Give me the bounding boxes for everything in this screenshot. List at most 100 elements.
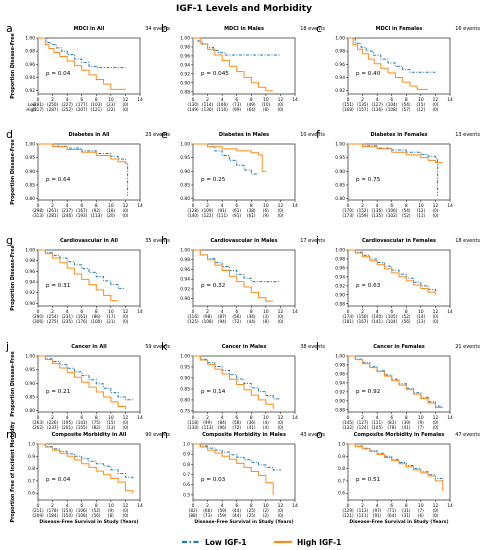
x-tick-label: 6 <box>235 503 238 509</box>
series-high-igf1-line <box>348 443 444 491</box>
risk-count-high: (275) <box>47 319 59 324</box>
x-tick-label: 0 <box>192 503 195 509</box>
risk-count-low: (177) <box>76 102 88 107</box>
risk-count-high: (21) <box>107 319 116 324</box>
x-tick-label: 8 <box>95 309 98 315</box>
x-tick-label: 6 <box>390 309 393 315</box>
risk-count-high: (2) <box>263 513 269 518</box>
y-tick-label: 1.00 <box>180 36 190 42</box>
x-tick-label: 2 <box>51 309 54 315</box>
y-tick-label: 1.00 <box>25 142 35 148</box>
risk-count-low: (9) <box>108 508 114 513</box>
x-tick-label: 14 <box>292 203 298 209</box>
risk-count-high: (157) <box>357 107 369 112</box>
x-tick-label: 12 <box>278 309 284 315</box>
risk-count-high: (52) <box>402 213 411 218</box>
x-tick-label: 8 <box>95 203 98 209</box>
series-high-igf1-line <box>38 355 126 410</box>
risk-count-high: (252) <box>62 107 74 112</box>
p-value: p = 0.03 <box>201 477 226 483</box>
y-tick-label: 0.75 <box>180 408 190 414</box>
risk-count-high: (235) <box>62 319 74 324</box>
panel-letter: h <box>161 234 168 247</box>
series-high-igf1-line <box>193 249 274 302</box>
p-value: p = 0.04 <box>46 71 71 77</box>
y-tick-label: 0.94 <box>335 380 345 386</box>
risk-count-high: (209) <box>32 513 44 518</box>
risk-count-high: (8) <box>263 319 269 324</box>
series-high-igf1-line <box>193 443 274 495</box>
x-tick-label: 6 <box>235 415 238 421</box>
x-tick-label: 14 <box>447 309 453 315</box>
x-tick-label: 0 <box>347 203 350 209</box>
y-tick-label: 0.8 <box>28 466 35 472</box>
y-tick-label: 0.80 <box>335 196 345 202</box>
series-high-igf1-line <box>193 355 274 409</box>
x-tick-label: 10 <box>108 309 114 315</box>
y-tick-label: 0.90 <box>180 80 190 86</box>
x-tick-label: 4 <box>221 503 224 509</box>
legend: Low IGF-1 High IGF-1 <box>182 538 341 547</box>
risk-count-high: (64) <box>247 107 256 112</box>
risk-count-high: (22) <box>107 107 116 112</box>
risk-count-low: (113) <box>357 508 369 513</box>
x-tick-label: 10 <box>108 203 114 209</box>
panel-letter: m <box>6 428 17 441</box>
y-tick-label: 0.92 <box>25 88 35 94</box>
y-tick-label: 0.94 <box>335 75 345 81</box>
risk-count-low: (231) <box>62 314 74 319</box>
y-tick-label: 1.00 <box>180 354 190 360</box>
y-tick-label: 0.94 <box>25 75 35 81</box>
y-tick-label: 0.6 <box>28 491 35 497</box>
series-low-igf1-line <box>38 443 134 479</box>
x-tick-label: 4 <box>376 415 379 421</box>
x-axis-label: Disease-Free Survival in Study (Years) <box>39 519 138 525</box>
risk-count-low: (0) <box>122 420 128 425</box>
y-axis-label: Proportion Disease-Free <box>10 33 16 99</box>
risk-count-low: (135) <box>357 102 369 107</box>
legend-high-label: High IGF-1 <box>297 538 341 547</box>
risk-count-high: (13) <box>107 425 116 430</box>
risk-count-high: (140) <box>187 213 199 218</box>
risk-count-low: (25) <box>247 508 256 513</box>
risk-count-low: (9) <box>418 420 424 425</box>
risk-count-low: (98) <box>203 314 212 319</box>
event-count: 47 events <box>455 432 480 438</box>
plot-frame <box>347 355 451 413</box>
y-tick-label: 1.0 <box>338 442 345 448</box>
x-tick-label: 6 <box>80 97 83 103</box>
x-tick-label: 10 <box>108 97 114 103</box>
risk-count-low: (31) <box>402 508 411 513</box>
p-value: p = 0.32 <box>201 283 225 289</box>
x-tick-label: 10 <box>263 203 269 209</box>
y-tick-label: 0.96 <box>180 267 190 273</box>
risk-count-low: (18) <box>107 208 116 213</box>
risk-count-low: (87) <box>218 314 227 319</box>
risk-count-low: (254) <box>47 314 59 319</box>
panel-title: Cancer in All <box>71 344 107 350</box>
risk-count-high: (96) <box>218 425 227 430</box>
risk-count-high: (73) <box>203 513 212 518</box>
risk-count-low: (106) <box>217 102 229 107</box>
panel-letter: b <box>161 22 168 35</box>
risk-count-high: (116) <box>217 107 229 112</box>
x-tick-label: 2 <box>206 203 209 209</box>
plot-frame <box>37 37 141 95</box>
x-axis-label: Disease-Free Survival in Study (Years) <box>349 519 448 525</box>
risk-count-low: (111) <box>372 420 384 425</box>
x-tick-label: 4 <box>376 503 379 509</box>
risk-count-low: (61) <box>232 208 241 213</box>
y-tick-label: 1.00 <box>335 354 345 360</box>
y-tick-label: 0.80 <box>25 408 35 414</box>
risk-count-low: (136) <box>372 208 384 213</box>
risk-count-high: (0) <box>122 319 128 324</box>
x-tick-label: 14 <box>292 97 298 103</box>
risk-count-low: (52) <box>92 508 101 513</box>
x-tick-label: 4 <box>66 97 69 103</box>
risk-count-low: (58) <box>232 420 241 425</box>
risk-count-low: (83) <box>387 420 396 425</box>
y-tick-label: 0.94 <box>180 277 190 283</box>
risk-count-high: (91) <box>232 213 241 218</box>
p-value: p = 0.04 <box>46 477 71 483</box>
panel-title: MDCI in Males <box>224 26 264 32</box>
